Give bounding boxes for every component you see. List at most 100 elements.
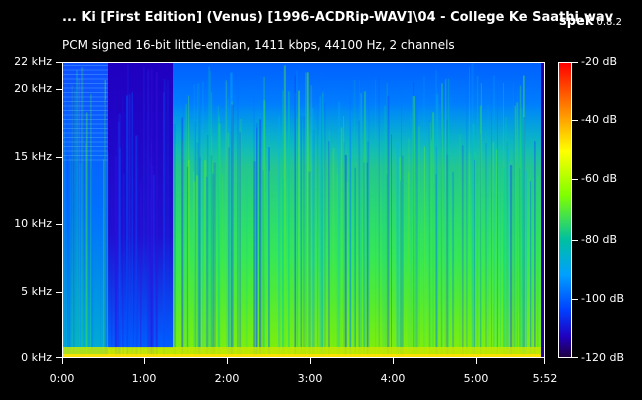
spectrogram-streak — [332, 147, 335, 357]
time-tick-label: 0:00 — [49, 372, 75, 385]
spectrogram-streak — [126, 95, 128, 357]
spectrogram-streak — [474, 159, 475, 357]
spectrogram-streak — [476, 75, 479, 357]
spectrogram-streak — [204, 158, 206, 357]
spectrogram-streak — [262, 170, 264, 357]
spectrogram-streak — [118, 113, 121, 357]
spectrogram-streak — [221, 174, 224, 357]
spectrogram-streak — [283, 65, 286, 357]
spectrogram-streak — [410, 112, 412, 357]
spectrogram-streak — [353, 79, 356, 357]
spectrogram-streak — [175, 143, 177, 357]
spectrogram-streak — [435, 174, 437, 357]
spectrogram-streak — [268, 147, 270, 357]
spectrogram-streak — [446, 154, 449, 357]
spectrogram-streak — [73, 178, 75, 357]
spectrogram-streak — [114, 155, 117, 357]
spectrogram-streak — [152, 165, 154, 357]
spectrogram-streak — [472, 123, 475, 357]
spectrogram-streak — [401, 155, 404, 357]
spectrogram-streak — [418, 126, 420, 357]
spectrogram-streak — [90, 93, 92, 357]
time-tick-label: 3:00 — [297, 372, 323, 385]
spectrogram-streak — [227, 132, 229, 357]
spectrogram-streak — [193, 84, 196, 357]
spectrogram-streak — [186, 166, 189, 357]
spectrogram-streak — [63, 132, 65, 357]
spectrogram-streak — [198, 80, 201, 357]
spectrogram-streak — [231, 101, 233, 357]
spectrogram-streak — [294, 93, 296, 357]
spectrogram-harmonic-line — [63, 110, 108, 111]
spectrogram-streak — [360, 92, 362, 357]
spectrogram-streak — [513, 73, 515, 357]
app-brand: spek 0.8.2 — [559, 10, 622, 29]
spectrogram-plot[interactable] — [62, 62, 545, 358]
level-tick — [572, 120, 578, 121]
spectrogram-streak — [133, 102, 135, 357]
time-tick-label: 5:00 — [463, 372, 489, 385]
spectrogram-streak — [119, 148, 121, 357]
spectrogram-harmonic-line — [63, 155, 108, 156]
spectrogram-streak — [104, 80, 106, 357]
spectrogram-streak — [534, 141, 536, 357]
spectrogram-streak — [400, 180, 401, 357]
spectrogram-harmonic-line — [63, 92, 108, 93]
spectrogram-streak — [336, 174, 339, 357]
spectrogram-streak — [322, 91, 324, 357]
spectrogram-streak — [512, 81, 514, 357]
spectrogram-streak — [197, 83, 200, 357]
spectrogram-streak — [358, 120, 361, 357]
spectrogram-harmonic-line — [63, 69, 108, 71]
spectrogram-streak — [185, 104, 187, 357]
spectrogram-streak — [184, 119, 185, 357]
spectrogram-streak — [398, 157, 402, 357]
spectrogram-streak — [349, 86, 352, 357]
spectrogram-streak — [492, 142, 495, 357]
spectrogram-streak — [480, 83, 482, 357]
spectrogram-streak — [500, 146, 501, 357]
spectrogram-streak — [378, 76, 380, 357]
spectrogram-streak — [440, 147, 442, 357]
spectrogram-streak — [324, 102, 326, 357]
spectrogram-streak — [423, 75, 425, 357]
spectrogram-streak — [193, 171, 195, 357]
spectrogram-streak — [445, 79, 447, 357]
spectrogram-streak — [428, 120, 431, 357]
spectrogram-streak — [343, 115, 344, 357]
time-tick-label: 4:00 — [380, 372, 406, 385]
spectrogram-streak — [71, 84, 73, 357]
spectrogram-streak — [255, 123, 258, 357]
spectrogram-streak — [516, 102, 519, 357]
spectrogram-streak — [193, 181, 196, 357]
time-tick — [476, 358, 477, 364]
spectrogram-streak — [469, 66, 470, 357]
spectrogram-streak — [282, 90, 284, 357]
spectrogram-harmonic-line — [63, 128, 108, 129]
spectrogram-streak — [205, 176, 208, 357]
spectrogram-streak — [187, 160, 190, 357]
spectrogram-streak — [382, 148, 384, 357]
spectrogram-streak — [296, 70, 298, 357]
spectrogram-streak — [227, 99, 229, 357]
spectrogram-streak — [407, 172, 410, 357]
spectrogram-streak — [480, 133, 482, 357]
level-tick — [572, 357, 578, 358]
spectrogram-streak — [413, 82, 415, 357]
time-tick — [62, 358, 63, 364]
spectrogram-streak — [531, 140, 533, 357]
spectrogram-streak — [440, 79, 442, 357]
spectrogram-streak — [343, 142, 345, 357]
spectrogram-streak — [208, 66, 210, 357]
spectrogram-streak — [444, 174, 446, 357]
spectrogram-streak — [278, 115, 280, 357]
spectrogram-streak — [188, 95, 190, 357]
spectrogram-streak — [386, 83, 388, 357]
spectrogram-streak — [354, 167, 356, 357]
time-tick-label: 5:52 — [532, 372, 558, 385]
spectrogram-streak — [103, 159, 105, 357]
spectrogram-streak — [149, 157, 152, 357]
spectrogram-harmonic-line — [63, 159, 108, 161]
spectrogram-harmonic-line — [63, 141, 108, 143]
spectrogram-streak — [307, 72, 309, 357]
